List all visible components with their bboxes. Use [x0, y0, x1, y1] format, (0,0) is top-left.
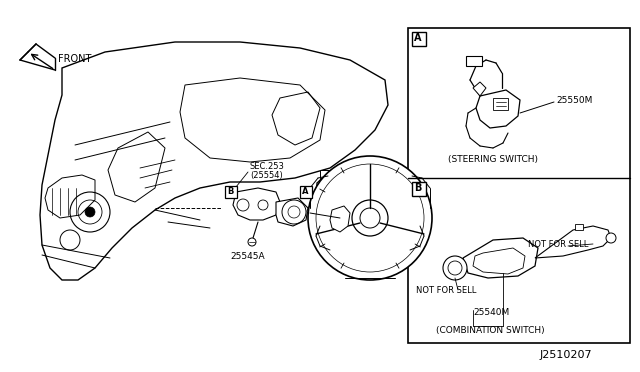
Bar: [320, 170, 330, 178]
Polygon shape: [330, 206, 350, 232]
Text: NOT FOR SELL: NOT FOR SELL: [416, 286, 476, 295]
Text: B: B: [414, 183, 421, 193]
Polygon shape: [307, 200, 333, 223]
Circle shape: [443, 256, 467, 280]
Text: A: A: [302, 187, 308, 196]
Circle shape: [308, 156, 432, 280]
Bar: [408, 28, 630, 343]
Text: NOT FOR SELL: NOT FOR SELL: [528, 240, 588, 249]
Text: (25554): (25554): [250, 171, 283, 180]
Circle shape: [606, 233, 616, 243]
Bar: [575, 224, 583, 230]
Text: FRONT: FRONT: [58, 54, 92, 64]
Polygon shape: [535, 226, 611, 258]
Text: 25550M: 25550M: [556, 96, 593, 105]
Text: (STEERING SWITCH): (STEERING SWITCH): [448, 155, 538, 164]
Text: B: B: [227, 187, 234, 196]
Polygon shape: [276, 198, 308, 226]
Circle shape: [352, 200, 388, 236]
Text: 25540M: 25540M: [473, 308, 509, 317]
Polygon shape: [473, 82, 486, 96]
Polygon shape: [40, 42, 388, 280]
Text: 25545A: 25545A: [230, 252, 264, 261]
Text: A: A: [414, 33, 422, 43]
Text: J2510207: J2510207: [540, 350, 593, 360]
Polygon shape: [463, 238, 538, 278]
Circle shape: [360, 208, 380, 228]
Bar: [300, 186, 312, 198]
Polygon shape: [476, 90, 520, 128]
Text: (COMBINATION SWITCH): (COMBINATION SWITCH): [436, 326, 545, 335]
Polygon shape: [233, 188, 280, 220]
Bar: [412, 32, 426, 46]
Bar: [493, 98, 508, 110]
Bar: [225, 186, 237, 198]
Bar: [466, 56, 482, 66]
Bar: [412, 182, 426, 196]
Text: SEC.253: SEC.253: [250, 162, 285, 171]
Circle shape: [248, 238, 256, 246]
Circle shape: [316, 164, 424, 272]
Circle shape: [85, 207, 95, 217]
